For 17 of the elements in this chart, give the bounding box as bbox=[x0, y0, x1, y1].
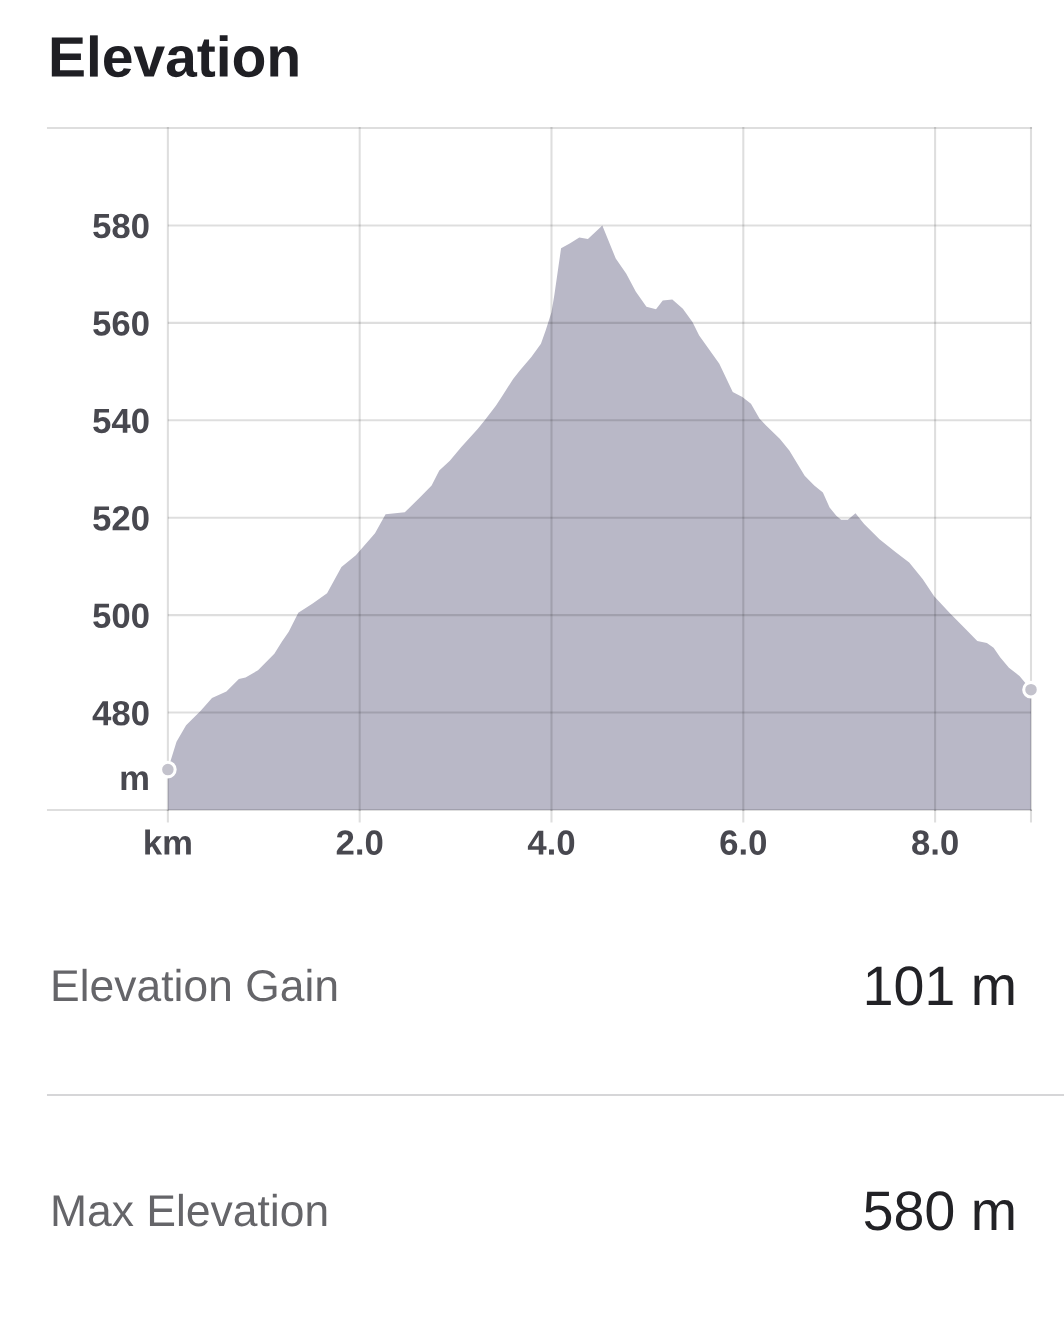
x-tick-label: km bbox=[145, 829, 191, 855]
y-tick-label: 500 bbox=[93, 603, 149, 629]
x-tick-label: 2.0 bbox=[336, 830, 383, 855]
y-tick-label: 480 bbox=[92, 700, 149, 726]
x-tick-label: 6.0 bbox=[720, 830, 767, 855]
y-tick-label: 540 bbox=[93, 408, 149, 434]
x-tick-label: 8.0 bbox=[912, 830, 958, 855]
y-tick-label: 520 bbox=[93, 506, 149, 531]
text: 580 m bbox=[864, 1191, 1014, 1231]
x-tick-label: 4.0 bbox=[527, 830, 575, 855]
text: Max Elevation bbox=[53, 1193, 327, 1227]
chart-title: Elevation bbox=[51, 35, 298, 78]
y-tick-label: 560 bbox=[93, 311, 149, 336]
text: 101 m bbox=[866, 966, 1014, 1006]
y-tick-label: 580 bbox=[93, 213, 149, 239]
text: Elevation Gain bbox=[53, 968, 337, 1002]
y-axis-title: m bbox=[121, 771, 148, 790]
